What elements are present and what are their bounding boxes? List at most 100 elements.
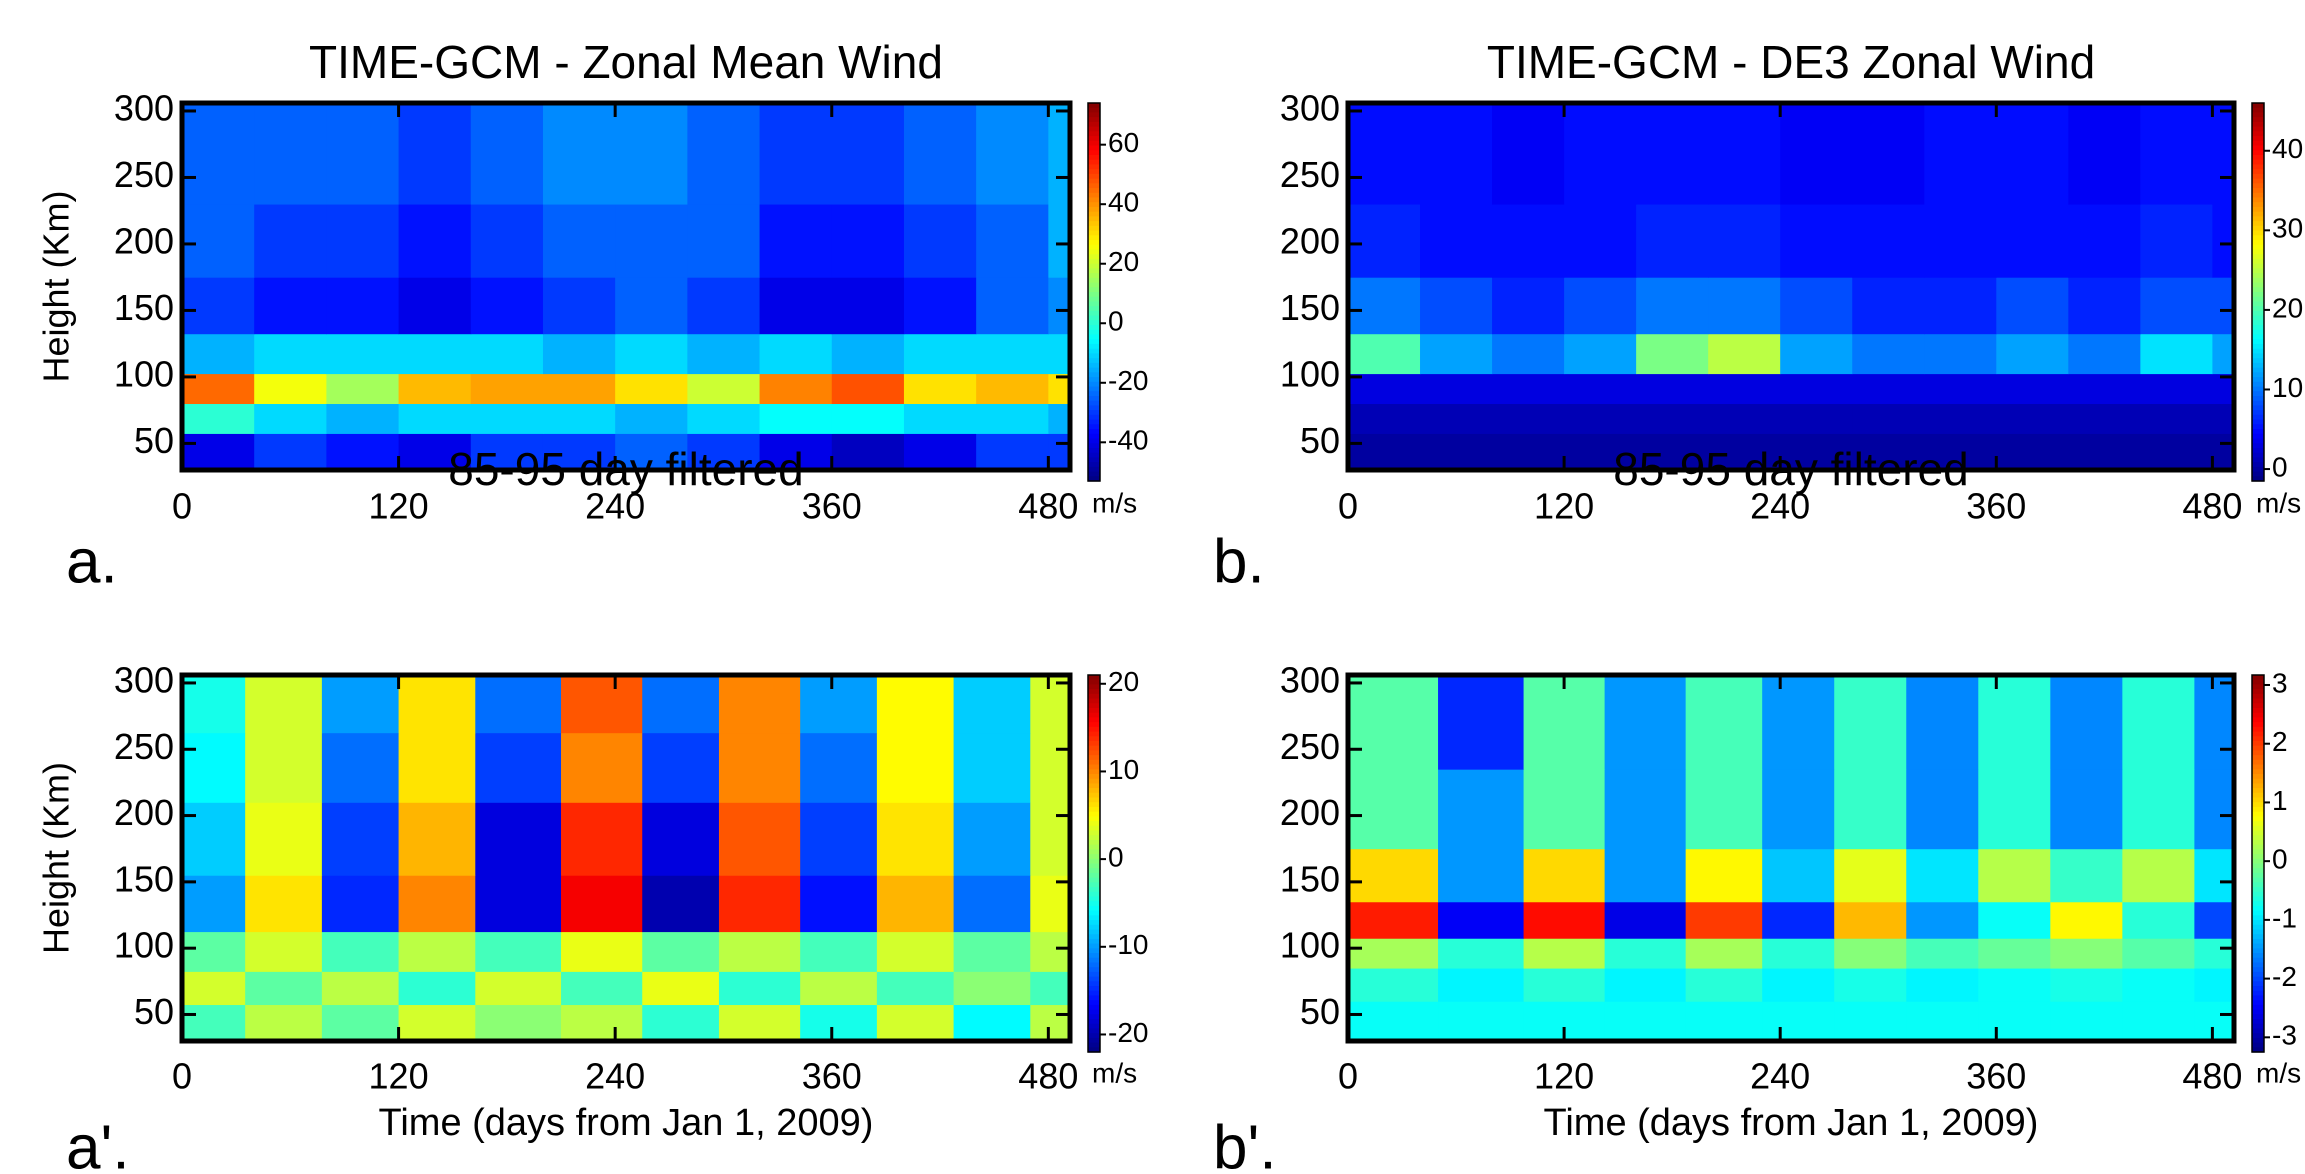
colorbar-step — [2252, 740, 2264, 747]
colorbar-step — [2252, 273, 2264, 279]
colorbar-step — [1088, 183, 1100, 189]
colorbar-step — [1088, 447, 1100, 454]
cell — [470, 103, 544, 205]
colorbar-step — [2252, 452, 2264, 458]
cell — [1780, 333, 1853, 375]
colorbar-step — [2252, 103, 2264, 109]
cell — [470, 373, 544, 405]
cell — [1852, 103, 1925, 205]
cell — [1636, 277, 1709, 335]
colorbar-step — [2252, 107, 2264, 114]
cell — [2050, 848, 2123, 903]
colorbar-step — [1088, 755, 1100, 761]
colorbar-step — [2252, 802, 2264, 808]
colorbar-step — [2252, 844, 2264, 850]
panel-title: TIME-GCM - DE3 Zonal Wind — [1487, 36, 2095, 88]
cell — [800, 732, 878, 803]
y-tick-label: 200 — [114, 220, 174, 261]
colorbar-step — [1088, 164, 1100, 170]
cell — [1996, 204, 2069, 278]
colorbar-step — [2252, 962, 2264, 968]
colorbar-step — [2252, 254, 2264, 260]
cell — [542, 103, 616, 205]
cell — [1685, 901, 1763, 939]
cell — [953, 802, 1031, 876]
colorbar-tick-label: -2 — [2272, 961, 2297, 992]
colorbar-step — [1088, 707, 1100, 714]
colorbar-step — [2252, 1014, 2264, 1020]
x-tick-label: 0 — [172, 1056, 192, 1097]
cell — [831, 103, 905, 205]
cell — [1978, 968, 2051, 1002]
cell — [718, 802, 801, 876]
cell — [953, 971, 1031, 1006]
y-tick-label: 250 — [114, 726, 174, 767]
y-tick-label: 150 — [114, 287, 174, 328]
colorbar-step — [1088, 868, 1100, 874]
cell — [2122, 675, 2195, 770]
cell — [1438, 769, 1525, 850]
cell — [475, 675, 562, 734]
colorbar-step — [1088, 287, 1100, 293]
colorbar-step — [1088, 263, 1100, 269]
colorbar-step — [2252, 920, 2264, 926]
cell — [245, 1004, 323, 1041]
colorbar-step — [1088, 433, 1100, 440]
colorbar-step — [2252, 806, 2264, 813]
cell — [759, 433, 833, 470]
colorbar-tick-label: 20 — [2272, 292, 2303, 323]
cell — [1523, 675, 1606, 770]
cell — [1924, 277, 1997, 335]
colorbar-step — [1088, 750, 1100, 756]
cell — [1420, 433, 1493, 470]
cell — [245, 802, 323, 876]
cell — [903, 403, 977, 434]
colorbar-step — [1088, 924, 1100, 931]
cell — [1685, 968, 1763, 1002]
colorbar-step — [1088, 835, 1100, 841]
colorbar-step — [1088, 476, 1100, 482]
cell — [1906, 901, 1979, 939]
x-tick-label: 480 — [2182, 1056, 2242, 1097]
colorbar-step — [2252, 315, 2264, 321]
colorbar-step — [2252, 405, 2264, 411]
colorbar-step — [1088, 419, 1100, 425]
cell — [615, 277, 688, 335]
cell — [1924, 333, 1997, 375]
colorbar-step — [2252, 981, 2264, 987]
cell — [2122, 938, 2195, 969]
colorbar-step — [2252, 225, 2264, 232]
cell — [1685, 848, 1763, 903]
colorbar-step — [1088, 240, 1100, 246]
cell — [321, 971, 400, 1006]
colorbar-step — [2252, 887, 2264, 893]
colorbar-frame — [1087, 102, 1101, 482]
cell — [1685, 938, 1763, 969]
colorbar-step — [2252, 386, 2264, 392]
cell — [687, 403, 761, 434]
colorbar-step — [2252, 263, 2264, 269]
colorbar-step — [2252, 159, 2264, 166]
cell — [1564, 333, 1637, 375]
cell — [398, 373, 472, 405]
cell — [903, 333, 977, 375]
colorbar-step — [2252, 192, 2264, 199]
cell — [326, 333, 400, 375]
colorbar-step — [2252, 339, 2264, 345]
cell — [642, 732, 720, 803]
x-tick-label: 360 — [1966, 486, 2026, 527]
colorbar-step — [2252, 821, 2264, 827]
cell — [1636, 373, 1709, 405]
colorbar-step — [1088, 192, 1100, 199]
colorbar-step — [2252, 136, 2264, 142]
cell — [1762, 675, 1835, 770]
cell — [1523, 769, 1606, 850]
colorbar-step — [2252, 948, 2264, 954]
colorbar-step — [1088, 292, 1100, 298]
cell — [2050, 938, 2123, 969]
colorbar-step — [1088, 334, 1100, 340]
cell — [1636, 433, 1709, 470]
cell — [1604, 848, 1687, 903]
colorbar-step — [2252, 976, 2264, 982]
